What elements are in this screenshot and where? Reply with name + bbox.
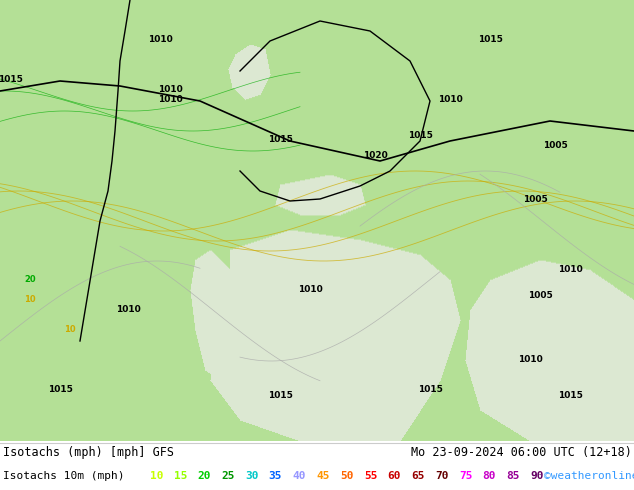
- Text: 1015: 1015: [418, 386, 443, 394]
- Text: 50: 50: [340, 471, 354, 481]
- Text: 35: 35: [269, 471, 282, 481]
- Text: 1010: 1010: [148, 35, 172, 45]
- Text: 70: 70: [435, 471, 449, 481]
- Text: 1005: 1005: [522, 196, 547, 204]
- Text: 1020: 1020: [363, 150, 387, 160]
- Text: 1005: 1005: [527, 291, 552, 299]
- Text: 1010: 1010: [437, 96, 462, 104]
- Text: 1015: 1015: [268, 391, 292, 399]
- Text: 1010: 1010: [558, 266, 583, 274]
- Text: 1015: 1015: [268, 136, 292, 145]
- Text: 10: 10: [64, 325, 76, 335]
- Text: 1010: 1010: [517, 356, 542, 365]
- Text: 45: 45: [316, 471, 330, 481]
- Text: Mo 23-09-2024 06:00 UTC (12+18): Mo 23-09-2024 06:00 UTC (12+18): [411, 446, 631, 459]
- Text: 1010: 1010: [158, 96, 183, 104]
- Text: 1015: 1015: [477, 35, 502, 45]
- Text: Isotachs 10m (mph): Isotachs 10m (mph): [3, 471, 124, 481]
- Text: 10: 10: [150, 471, 164, 481]
- Text: 1005: 1005: [543, 141, 567, 149]
- Text: ©weatheronline.co.uk: ©weatheronline.co.uk: [544, 471, 634, 481]
- Text: 55: 55: [364, 471, 377, 481]
- Text: 90: 90: [530, 471, 544, 481]
- Text: 15: 15: [174, 471, 187, 481]
- Text: 65: 65: [411, 471, 425, 481]
- Text: 40: 40: [292, 471, 306, 481]
- Text: 1010: 1010: [158, 85, 183, 95]
- Text: 1015: 1015: [48, 386, 72, 394]
- Text: 1015: 1015: [557, 391, 583, 399]
- Text: 30: 30: [245, 471, 259, 481]
- Text: 85: 85: [507, 471, 520, 481]
- Text: 20: 20: [24, 275, 36, 285]
- Text: 75: 75: [459, 471, 472, 481]
- Text: 60: 60: [387, 471, 401, 481]
- Text: 1010: 1010: [297, 286, 322, 294]
- Text: 1010: 1010: [115, 305, 140, 315]
- Text: 25: 25: [221, 471, 235, 481]
- Text: 1015: 1015: [408, 130, 432, 140]
- Text: 80: 80: [482, 471, 496, 481]
- Text: 10: 10: [24, 295, 36, 304]
- Text: 20: 20: [197, 471, 211, 481]
- Text: 1015: 1015: [0, 75, 22, 84]
- Text: Isotachs (mph) [mph] GFS: Isotachs (mph) [mph] GFS: [3, 446, 174, 459]
